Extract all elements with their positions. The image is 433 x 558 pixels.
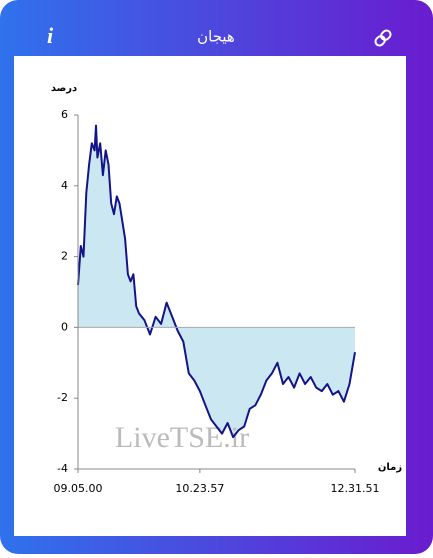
line: [77, 124, 356, 439]
y-tick-label: -2: [57, 391, 68, 404]
y-axis-label: درصد: [51, 83, 77, 94]
link-icon[interactable]: [374, 29, 392, 47]
area: [78, 125, 355, 438]
info-icon[interactable]: i: [47, 23, 54, 48]
x-tick-label: 12.31.51: [331, 482, 380, 495]
x-tick-label: 10.23.57: [175, 482, 224, 495]
x-axis-label: زمان: [378, 462, 402, 473]
y-tick-label: 0: [61, 320, 68, 333]
y-tick-label: -4: [57, 462, 68, 475]
header-title: هیجان: [197, 28, 235, 46]
y-tick-label: 6: [61, 108, 68, 121]
y-tick-label: 2: [61, 250, 68, 263]
panel: [14, 56, 406, 536]
y-tick-label: 4: [61, 179, 68, 192]
x-tick-label: 09.05.00: [54, 482, 103, 495]
